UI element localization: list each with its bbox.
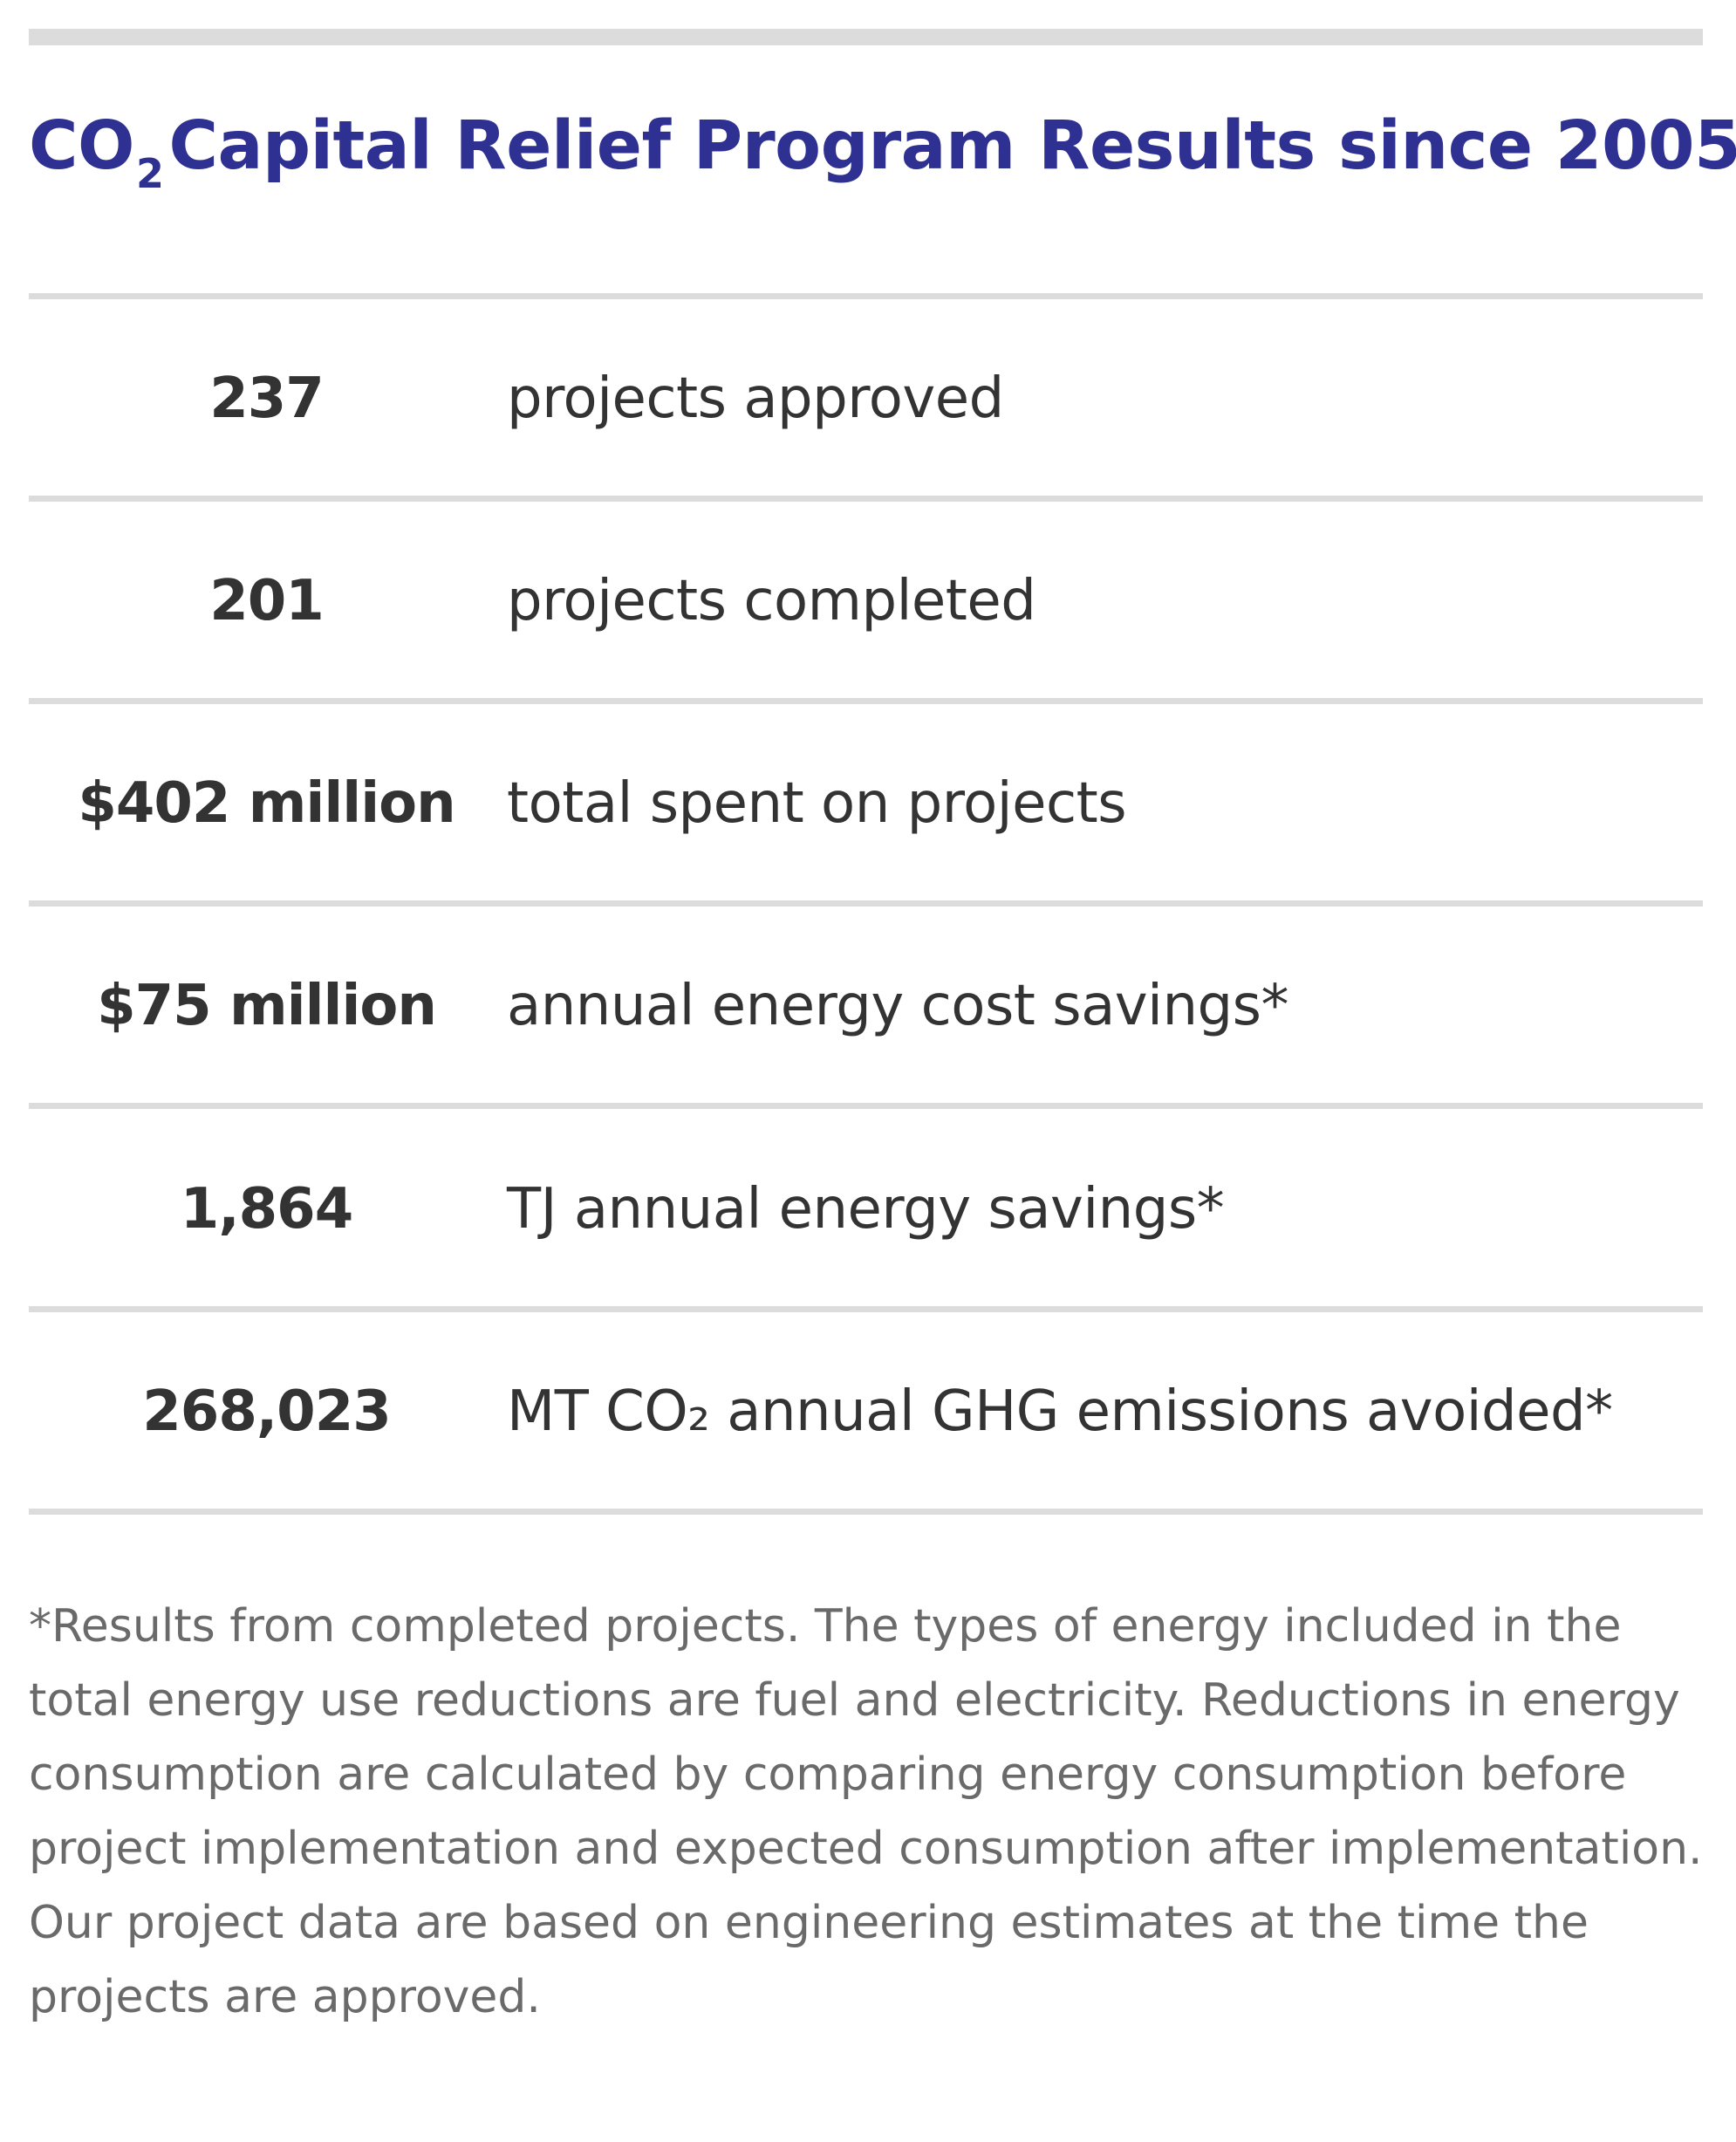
stat-row-energy-savings: 1,864 TJ annual energy savings* [29, 1112, 1703, 1306]
title-rest: Capital Relief Program Results since 200… [168, 107, 1736, 185]
title-prefix: CO [29, 107, 134, 185]
stat-label: TJ annual energy savings* [507, 1177, 1225, 1242]
stat-label: projects approved [507, 366, 1004, 431]
divider [29, 496, 1703, 502]
footnote: *Results from completed projects. The ty… [29, 1600, 1703, 2023]
stat-label: annual energy cost savings* [507, 974, 1288, 1038]
stat-row-projects-approved: 237 projects approved [29, 302, 1703, 496]
stat-label: total spent on projects [507, 771, 1127, 836]
top-rule [29, 29, 1703, 45]
stat-label: projects completed [507, 569, 1036, 633]
page-title: CO2Capital Relief Program Results since … [29, 103, 1736, 198]
stat-value: 237 [209, 366, 325, 431]
stat-value: 1,864 [180, 1177, 353, 1242]
divider [29, 293, 1703, 299]
stat-value: 201 [209, 569, 325, 633]
divider [29, 900, 1703, 907]
stat-value: $402 million [78, 771, 455, 836]
divider [29, 1103, 1703, 1109]
divider [29, 1509, 1703, 1515]
divider [29, 1306, 1703, 1312]
stat-row-total-spent: $402 million total spent on projects [29, 707, 1703, 900]
stat-row-cost-savings: $75 million annual energy cost savings* [29, 909, 1703, 1103]
stat-row-projects-completed: 201 projects completed [29, 504, 1703, 698]
stat-label: MT CO₂ annual GHG emissions avoided* [507, 1379, 1613, 1444]
divider [29, 698, 1703, 704]
stat-value: $75 million [97, 974, 437, 1038]
stat-row-emissions-avoided: 268,023 MT CO₂ annual GHG emissions avoi… [29, 1315, 1703, 1509]
stat-value: 268,023 [142, 1379, 392, 1444]
title-subscript: 2 [135, 150, 164, 197]
